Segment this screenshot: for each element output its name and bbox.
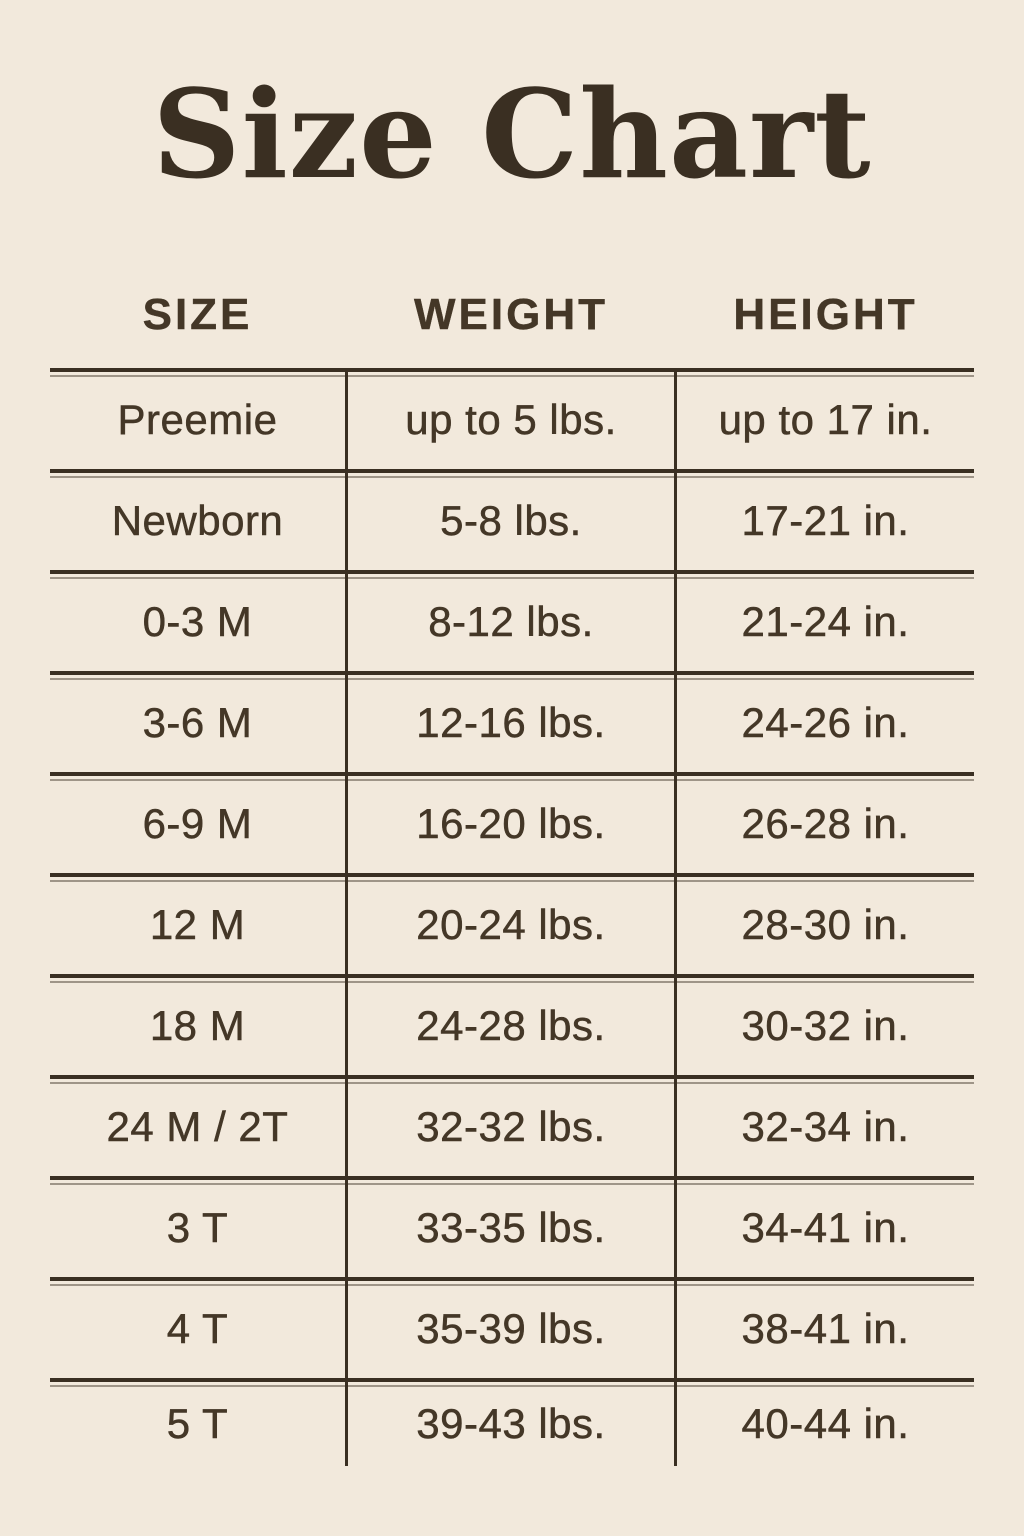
weight-cell: 33-35 lbs. — [345, 1176, 677, 1277]
height-cell: 32-34 in. — [741, 1103, 910, 1151]
weight-cell: 20-24 lbs. — [345, 873, 677, 974]
weight-cell: 8-12 lbs. — [345, 570, 677, 671]
table-row: 3 T 33-35 lbs. 34-41 in. — [50, 1176, 974, 1277]
header-size: SIZE — [142, 289, 253, 339]
height-cell: 34-41 in. — [741, 1204, 910, 1252]
table-row: 18 M 24-28 lbs. 30-32 in. — [50, 974, 974, 1075]
table-row: 12 M 20-24 lbs. 28-30 in. — [50, 873, 974, 974]
weight-cell: 39-43 lbs. — [345, 1378, 677, 1466]
size-cell: 3 T — [166, 1204, 229, 1252]
height-cell: 24-26 in. — [741, 699, 910, 747]
size-cell: 4 T — [166, 1305, 229, 1353]
weight-cell: up to 5 lbs. — [345, 368, 677, 469]
weight-cell: 12-16 lbs. — [345, 671, 677, 772]
size-cell: Newborn — [111, 497, 284, 545]
header-weight: WEIGHT — [414, 289, 608, 339]
height-cell: 28-30 in. — [741, 901, 910, 949]
table-row: 0-3 M 8-12 lbs. 21-24 in. — [50, 570, 974, 671]
table-row: 3-6 M 12-16 lbs. 24-26 in. — [50, 671, 974, 772]
size-cell: 18 M — [149, 1002, 246, 1050]
table-body: Preemie up to 5 lbs. up to 17 in. Newborn 5-… — [50, 368, 974, 1466]
size-cell: 12 M — [149, 901, 246, 949]
weight-cell: 5-8 lbs. — [345, 469, 677, 570]
height-cell: 17-21 in. — [741, 497, 910, 545]
table-row: 24 M / 2T 32-32 lbs. 32-34 in. — [50, 1075, 974, 1176]
height-cell: 40-44 in. — [741, 1399, 910, 1447]
weight-cell: 32-32 lbs. — [345, 1075, 677, 1176]
height-cell: 26-28 in. — [741, 800, 910, 848]
height-cell: 30-32 in. — [741, 1002, 910, 1050]
table-row: Newborn 5-8 lbs. 17-21 in. — [50, 469, 974, 570]
size-table: SIZE WEIGHT HEIGHT Preemie up to 5 lbs. up… — [50, 273, 974, 1466]
table-header-row: SIZE WEIGHT HEIGHT — [50, 273, 974, 368]
size-cell: 6-9 M — [142, 800, 253, 848]
size-cell: 5 T — [166, 1399, 229, 1447]
size-cell: 0-3 M — [142, 598, 253, 646]
height-cell: 38-41 in. — [741, 1305, 910, 1353]
table-row: 4 T 35-39 lbs. 38-41 in. — [50, 1277, 974, 1378]
table-row: Preemie up to 5 lbs. up to 17 in. — [50, 368, 974, 469]
height-cell: up to 17 in. — [718, 396, 933, 444]
weight-cell: 35-39 lbs. — [345, 1277, 677, 1378]
height-cell: 21-24 in. — [741, 598, 910, 646]
weight-cell: 16-20 lbs. — [345, 772, 677, 873]
header-height: HEIGHT — [733, 289, 918, 339]
table-row: 6-9 M 16-20 lbs. 26-28 in. — [50, 772, 974, 873]
size-cell: 3-6 M — [142, 699, 253, 747]
page-title: Size Chart — [152, 62, 872, 206]
size-cell: Preemie — [117, 396, 278, 444]
table-row: 5 T 39-43 lbs. 40-44 in. — [50, 1378, 974, 1466]
weight-cell: 24-28 lbs. — [345, 974, 677, 1075]
size-cell: 24 M / 2T — [106, 1103, 289, 1151]
